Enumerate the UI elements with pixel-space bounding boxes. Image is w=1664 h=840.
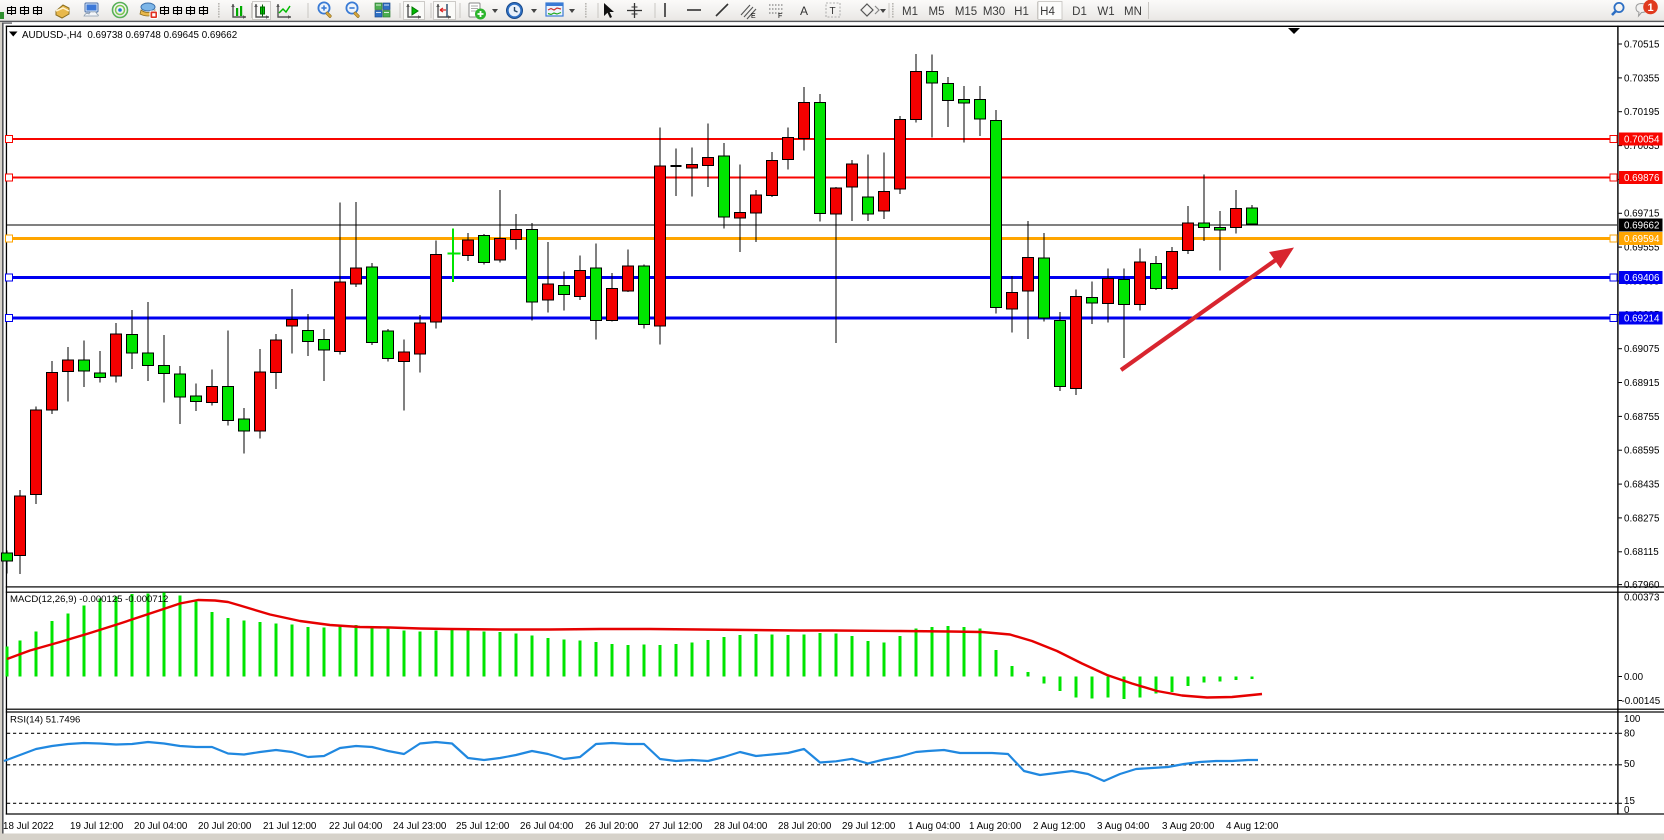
svg-text:21 Jul 12:00: 21 Jul 12:00 <box>263 821 317 832</box>
svg-text:22 Jul 04:00: 22 Jul 04:00 <box>329 821 383 832</box>
svg-text:A: A <box>800 4 808 18</box>
svg-text:AUDUSD-,H4 0.69738 0.69748 0.: AUDUSD-,H4 0.69738 0.69748 0.69645 0.696… <box>22 30 237 41</box>
svg-text:28 Jul 04:00: 28 Jul 04:00 <box>714 821 768 832</box>
svg-text:15: 15 <box>1624 796 1635 807</box>
svg-text:0.69594: 0.69594 <box>1624 234 1660 245</box>
svg-text:1 Aug 20:00: 1 Aug 20:00 <box>969 821 1022 832</box>
svg-text:20 Jul 20:00: 20 Jul 20:00 <box>198 821 252 832</box>
svg-text:0.68115: 0.68115 <box>1624 547 1659 558</box>
svg-text:0.70035: 0.70035 <box>1624 141 1660 152</box>
svg-text:1: 1 <box>1647 2 1653 14</box>
svg-text:MN: MN <box>1124 6 1142 18</box>
svg-text:50: 50 <box>1624 759 1635 770</box>
svg-text:M5: M5 <box>929 6 945 18</box>
svg-text:E: E <box>751 13 756 20</box>
svg-text:RSI(14) 51.7496: RSI(14) 51.7496 <box>10 715 80 726</box>
svg-text:3 Aug 04:00: 3 Aug 04:00 <box>1097 821 1150 832</box>
svg-text:0.00373: 0.00373 <box>1624 592 1660 603</box>
svg-text:4 Aug 12:00: 4 Aug 12:00 <box>1226 821 1279 832</box>
svg-text:0.69406: 0.69406 <box>1624 273 1660 284</box>
svg-text:0.69214: 0.69214 <box>1624 314 1660 325</box>
svg-text:H1: H1 <box>1014 6 1029 18</box>
svg-text:0.68755: 0.68755 <box>1624 412 1660 423</box>
svg-text:26 Jul 04:00: 26 Jul 04:00 <box>520 821 574 832</box>
svg-text:0: 0 <box>1624 805 1630 816</box>
svg-text:29 Jul 12:00: 29 Jul 12:00 <box>842 821 896 832</box>
svg-text:0.68915: 0.68915 <box>1624 378 1660 389</box>
svg-text:28 Jul 20:00: 28 Jul 20:00 <box>778 821 832 832</box>
svg-text:T: T <box>830 6 836 17</box>
svg-text:100: 100 <box>1624 714 1641 725</box>
svg-text:0.68275: 0.68275 <box>1624 513 1660 524</box>
svg-text:26 Jul 20:00: 26 Jul 20:00 <box>585 821 639 832</box>
svg-text:27 Jul 12:00: 27 Jul 12:00 <box>649 821 703 832</box>
svg-text:0.69876: 0.69876 <box>1624 173 1660 184</box>
svg-text:20 Jul 04:00: 20 Jul 04:00 <box>134 821 188 832</box>
svg-text:0.69662: 0.69662 <box>1624 221 1659 232</box>
svg-text:-0.00145: -0.00145 <box>1622 696 1661 707</box>
svg-text:M1: M1 <box>902 6 918 18</box>
svg-text:M30: M30 <box>983 6 1005 18</box>
svg-text:H4: H4 <box>1040 6 1055 18</box>
svg-text:0.69555: 0.69555 <box>1624 243 1660 254</box>
svg-text:3 Aug 20:00: 3 Aug 20:00 <box>1162 821 1215 832</box>
svg-text:18 Jul 2022: 18 Jul 2022 <box>3 821 54 832</box>
svg-text:0.69715: 0.69715 <box>1624 209 1660 220</box>
svg-text:0.69075: 0.69075 <box>1624 344 1660 355</box>
svg-text:0.00: 0.00 <box>1624 672 1644 683</box>
svg-text:0.68435: 0.68435 <box>1624 480 1660 491</box>
svg-text:MACD(12,26,9) -0.000125 -0.000: MACD(12,26,9) -0.000125 -0.000712 <box>10 594 168 605</box>
svg-text:0.70054: 0.70054 <box>1624 135 1660 146</box>
svg-text:0.70195: 0.70195 <box>1624 107 1660 118</box>
svg-text:25 Jul 12:00: 25 Jul 12:00 <box>456 821 510 832</box>
svg-text:2 Aug 12:00: 2 Aug 12:00 <box>1033 821 1086 832</box>
svg-text:W1: W1 <box>1097 6 1114 18</box>
svg-text:0.70355: 0.70355 <box>1624 73 1660 84</box>
svg-text:0.67960: 0.67960 <box>1624 580 1660 591</box>
svg-text:0.68595: 0.68595 <box>1624 446 1660 457</box>
svg-text:M15: M15 <box>955 6 977 18</box>
svg-text:80: 80 <box>1624 729 1635 740</box>
svg-text:19 Jul 12:00: 19 Jul 12:00 <box>70 821 124 832</box>
svg-text:D1: D1 <box>1072 6 1087 18</box>
svg-text:1 Aug 04:00: 1 Aug 04:00 <box>908 821 961 832</box>
svg-text:0.70515: 0.70515 <box>1624 39 1660 50</box>
svg-text:F: F <box>778 13 782 20</box>
svg-text:24 Jul 23:00: 24 Jul 23:00 <box>393 821 447 832</box>
